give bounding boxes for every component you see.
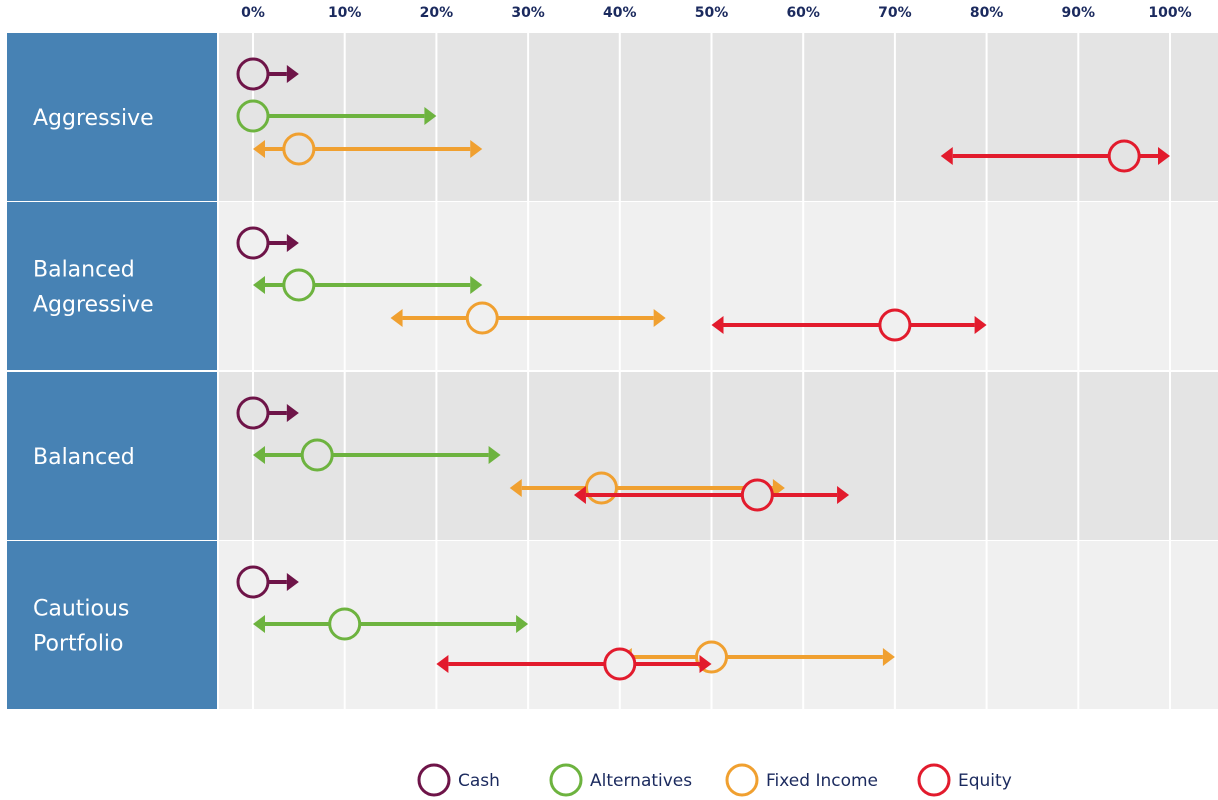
max-arrowhead xyxy=(974,316,987,334)
min-arrowhead xyxy=(436,655,449,673)
max-arrowhead xyxy=(286,573,299,591)
max-arrowhead xyxy=(837,486,850,504)
row-backgrounds xyxy=(219,33,1218,709)
range-equity-aggressive xyxy=(940,139,1170,173)
row-labels: Aggressive Balanced Aggressive Balanced Caut… xyxy=(7,33,217,709)
range-cash-aggressive xyxy=(236,57,299,91)
value-marker xyxy=(300,438,334,472)
range-equity-balanced-aggressive xyxy=(711,308,987,342)
legend-item-alternatives: Alternatives xyxy=(549,763,692,797)
legend-label: Cash xyxy=(458,771,500,791)
range-fixed-income-balanced-aggressive xyxy=(390,301,666,335)
value-marker xyxy=(236,396,270,430)
min-arrowhead xyxy=(940,147,953,165)
value-marker xyxy=(740,478,774,512)
min-arrowhead xyxy=(390,309,403,327)
legend-item-equity: Equity xyxy=(917,763,1012,797)
range-fixed-income-aggressive xyxy=(253,132,483,166)
range-equity-cautious-portfolio xyxy=(436,647,712,681)
category-label-line: Portfolio xyxy=(33,632,124,657)
value-marker xyxy=(236,226,270,260)
value-marker xyxy=(328,607,362,641)
min-arrowhead xyxy=(253,615,265,633)
category-label: Balanced Aggressive xyxy=(33,258,154,318)
legend-marker xyxy=(917,763,951,797)
legend-item-fixed-income: Fixed Income xyxy=(725,763,878,797)
min-arrowhead xyxy=(253,140,265,158)
range-alternatives-balanced-aggressive xyxy=(253,268,483,302)
min-arrowhead xyxy=(573,486,586,504)
x-tick-label: 90% xyxy=(1062,5,1096,21)
legend-label: Alternatives xyxy=(590,771,692,791)
min-arrowhead xyxy=(509,479,522,497)
category-band-balanced-aggressive xyxy=(7,202,217,370)
category-label-line: Cautious xyxy=(33,597,129,622)
legend-marker xyxy=(549,763,583,797)
value-marker xyxy=(282,132,316,166)
category-label-line: Aggressive xyxy=(33,293,154,318)
x-tick-label: 30% xyxy=(511,5,545,21)
legend-label: Fixed Income xyxy=(766,771,878,791)
min-arrowhead xyxy=(253,276,265,294)
range-cash-balanced xyxy=(236,396,299,430)
range-alternatives-aggressive xyxy=(236,99,437,133)
max-arrowhead xyxy=(772,479,785,497)
max-arrowhead xyxy=(653,309,666,327)
legend-item-cash: Cash xyxy=(417,763,500,797)
value-marker xyxy=(282,268,316,302)
x-tick-label: 50% xyxy=(695,5,729,21)
x-tick-label: 10% xyxy=(328,5,362,21)
value-marker xyxy=(236,565,270,599)
x-tick-label: 20% xyxy=(420,5,454,21)
max-arrowhead xyxy=(488,446,501,464)
legend-marker xyxy=(417,763,451,797)
category-label: Cautious Portfolio xyxy=(33,597,129,657)
category-band-balanced xyxy=(7,372,217,540)
x-tick-label: 0% xyxy=(241,5,265,21)
value-marker xyxy=(1107,139,1141,173)
category-label-line: Aggressive xyxy=(33,106,154,131)
range-alternatives-cautious-portfolio xyxy=(253,607,529,641)
min-arrowhead xyxy=(253,446,265,464)
category-band-cautious-portfolio xyxy=(7,541,217,709)
value-marker xyxy=(584,471,618,505)
max-arrowhead xyxy=(882,648,895,666)
range-alternatives-balanced xyxy=(253,438,501,472)
max-arrowhead xyxy=(1158,147,1170,165)
value-marker xyxy=(603,647,637,681)
min-arrowhead xyxy=(711,316,724,334)
range-marks xyxy=(236,57,1170,681)
max-arrowhead xyxy=(286,234,299,252)
range-cash-cautious-portfolio xyxy=(236,565,299,599)
range-equity-balanced xyxy=(573,478,850,512)
legend-marker xyxy=(725,763,759,797)
x-tick-label: 70% xyxy=(878,5,912,21)
category-label-line: Balanced xyxy=(33,258,135,283)
value-marker xyxy=(236,99,270,133)
x-tick-label: 100% xyxy=(1148,5,1191,21)
x-tick-label: 80% xyxy=(970,5,1004,21)
legend-label: Equity xyxy=(958,771,1012,791)
x-tick-label: 60% xyxy=(786,5,820,21)
max-arrowhead xyxy=(286,65,299,83)
category-label: Aggressive xyxy=(33,106,154,131)
legend: Cash Alternatives Fixed Income Equity xyxy=(417,763,1012,797)
category-band-aggressive xyxy=(7,33,217,201)
max-arrowhead xyxy=(516,615,529,633)
max-arrowhead xyxy=(286,404,299,422)
value-marker xyxy=(878,308,912,342)
category-label-line: Balanced xyxy=(33,445,135,470)
x-axis-ticks: 0% 10% 20% 30% 40% 50% 60% 70% 80% 90% 100% xyxy=(241,5,1192,21)
max-arrowhead xyxy=(470,140,483,158)
max-arrowhead xyxy=(470,276,483,294)
range-cash-balanced-aggressive xyxy=(236,226,299,260)
max-arrowhead xyxy=(699,655,712,673)
max-arrowhead xyxy=(424,107,437,125)
value-marker xyxy=(465,301,499,335)
value-marker xyxy=(236,57,270,91)
category-label: Balanced xyxy=(33,445,135,470)
x-tick-label: 40% xyxy=(603,5,637,21)
